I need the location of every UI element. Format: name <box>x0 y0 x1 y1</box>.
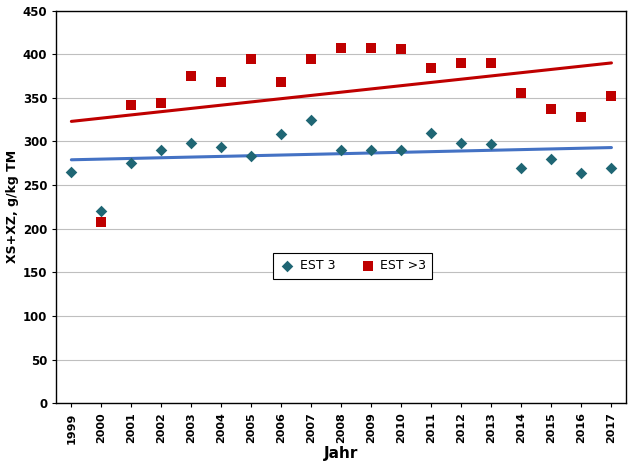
EST 3 <box>547 155 557 163</box>
EST 3 <box>156 147 166 154</box>
EST 3 <box>576 169 586 177</box>
EST >3 <box>276 78 286 86</box>
EST 3 <box>307 116 317 123</box>
EST 3 <box>96 207 106 215</box>
EST 3 <box>606 164 616 171</box>
EST 3 <box>367 147 377 154</box>
EST >3 <box>516 89 526 96</box>
EST >3 <box>156 99 166 107</box>
EST >3 <box>126 101 137 108</box>
EST >3 <box>396 45 406 53</box>
EST 3 <box>216 143 226 150</box>
EST >3 <box>606 92 616 100</box>
EST >3 <box>96 218 106 226</box>
EST >3 <box>216 78 226 86</box>
EST 3 <box>186 140 197 147</box>
EST 3 <box>516 164 526 171</box>
EST 3 <box>126 160 137 167</box>
EST >3 <box>456 59 466 67</box>
EST 3 <box>246 153 257 160</box>
EST >3 <box>576 113 586 121</box>
EST 3 <box>396 147 406 154</box>
Legend: EST 3, EST >3: EST 3, EST >3 <box>273 253 432 279</box>
Y-axis label: XS+XZ, g/kg TM: XS+XZ, g/kg TM <box>6 150 18 263</box>
EST 3 <box>427 129 437 136</box>
EST 3 <box>456 140 466 147</box>
EST 3 <box>66 168 76 176</box>
EST >3 <box>487 59 497 67</box>
EST 3 <box>276 131 286 138</box>
EST >3 <box>367 44 377 52</box>
X-axis label: Jahr: Jahr <box>324 446 358 461</box>
EST >3 <box>427 64 437 72</box>
EST >3 <box>547 106 557 113</box>
EST >3 <box>307 55 317 62</box>
EST 3 <box>336 147 346 154</box>
EST 3 <box>487 141 497 148</box>
EST >3 <box>246 56 257 63</box>
EST >3 <box>186 72 197 80</box>
EST >3 <box>336 44 346 52</box>
